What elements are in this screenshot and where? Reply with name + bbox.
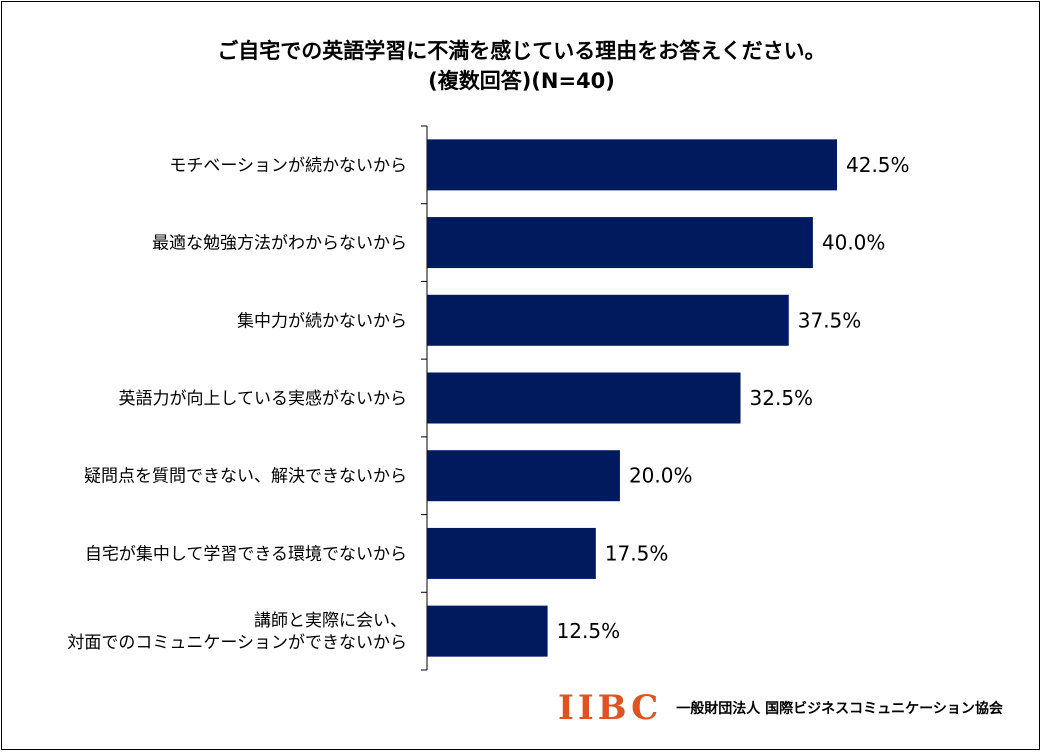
value-label: 32.5% bbox=[750, 386, 814, 410]
bar bbox=[427, 450, 620, 502]
chart-title-line1: ご自宅での英語学習に不満を感じている理由をお答えください。 bbox=[217, 39, 826, 63]
category-label: 英語力が向上している実感がないから bbox=[119, 389, 408, 409]
bar bbox=[427, 217, 813, 269]
iibc-logo: IIBC 一般財団法人 国際ビジネスコミュニケーション協会 bbox=[558, 688, 1003, 728]
category-label: 講師と実際に会い、 bbox=[254, 611, 407, 631]
chart-title: ご自宅での英語学習に不満を感じている理由をお答えください。 (複数回答)(N=4… bbox=[0, 36, 1043, 96]
category-label: 自宅が集中して学習できる環境でないから bbox=[85, 544, 407, 564]
value-label: 20.0% bbox=[629, 464, 693, 488]
category-label: 対面でのコミュニケーションができないから bbox=[67, 633, 407, 653]
bar bbox=[427, 294, 789, 346]
category-label: 集中力が続かないから bbox=[237, 311, 407, 331]
category-label: 疑問点を質問できない、解決できないから bbox=[84, 467, 407, 487]
value-label: 12.5% bbox=[557, 619, 621, 643]
bar bbox=[427, 605, 548, 657]
category-label: モチベーションが続かないから bbox=[169, 156, 407, 176]
value-label: 40.0% bbox=[822, 231, 886, 255]
value-label: 42.5% bbox=[846, 153, 910, 177]
value-label: 17.5% bbox=[605, 541, 669, 565]
category-label: 最適な勉強方法がわからないから bbox=[152, 234, 407, 254]
bar bbox=[427, 372, 741, 424]
value-label: 37.5% bbox=[798, 308, 862, 332]
logo-mark: IIBC bbox=[558, 688, 663, 728]
bar bbox=[427, 527, 596, 579]
logo-org-name: 一般財団法人 国際ビジネスコミュニケーション協会 bbox=[676, 701, 1003, 717]
chart-title-line2: (複数回答)(N=40) bbox=[428, 69, 615, 93]
bar bbox=[427, 139, 837, 191]
